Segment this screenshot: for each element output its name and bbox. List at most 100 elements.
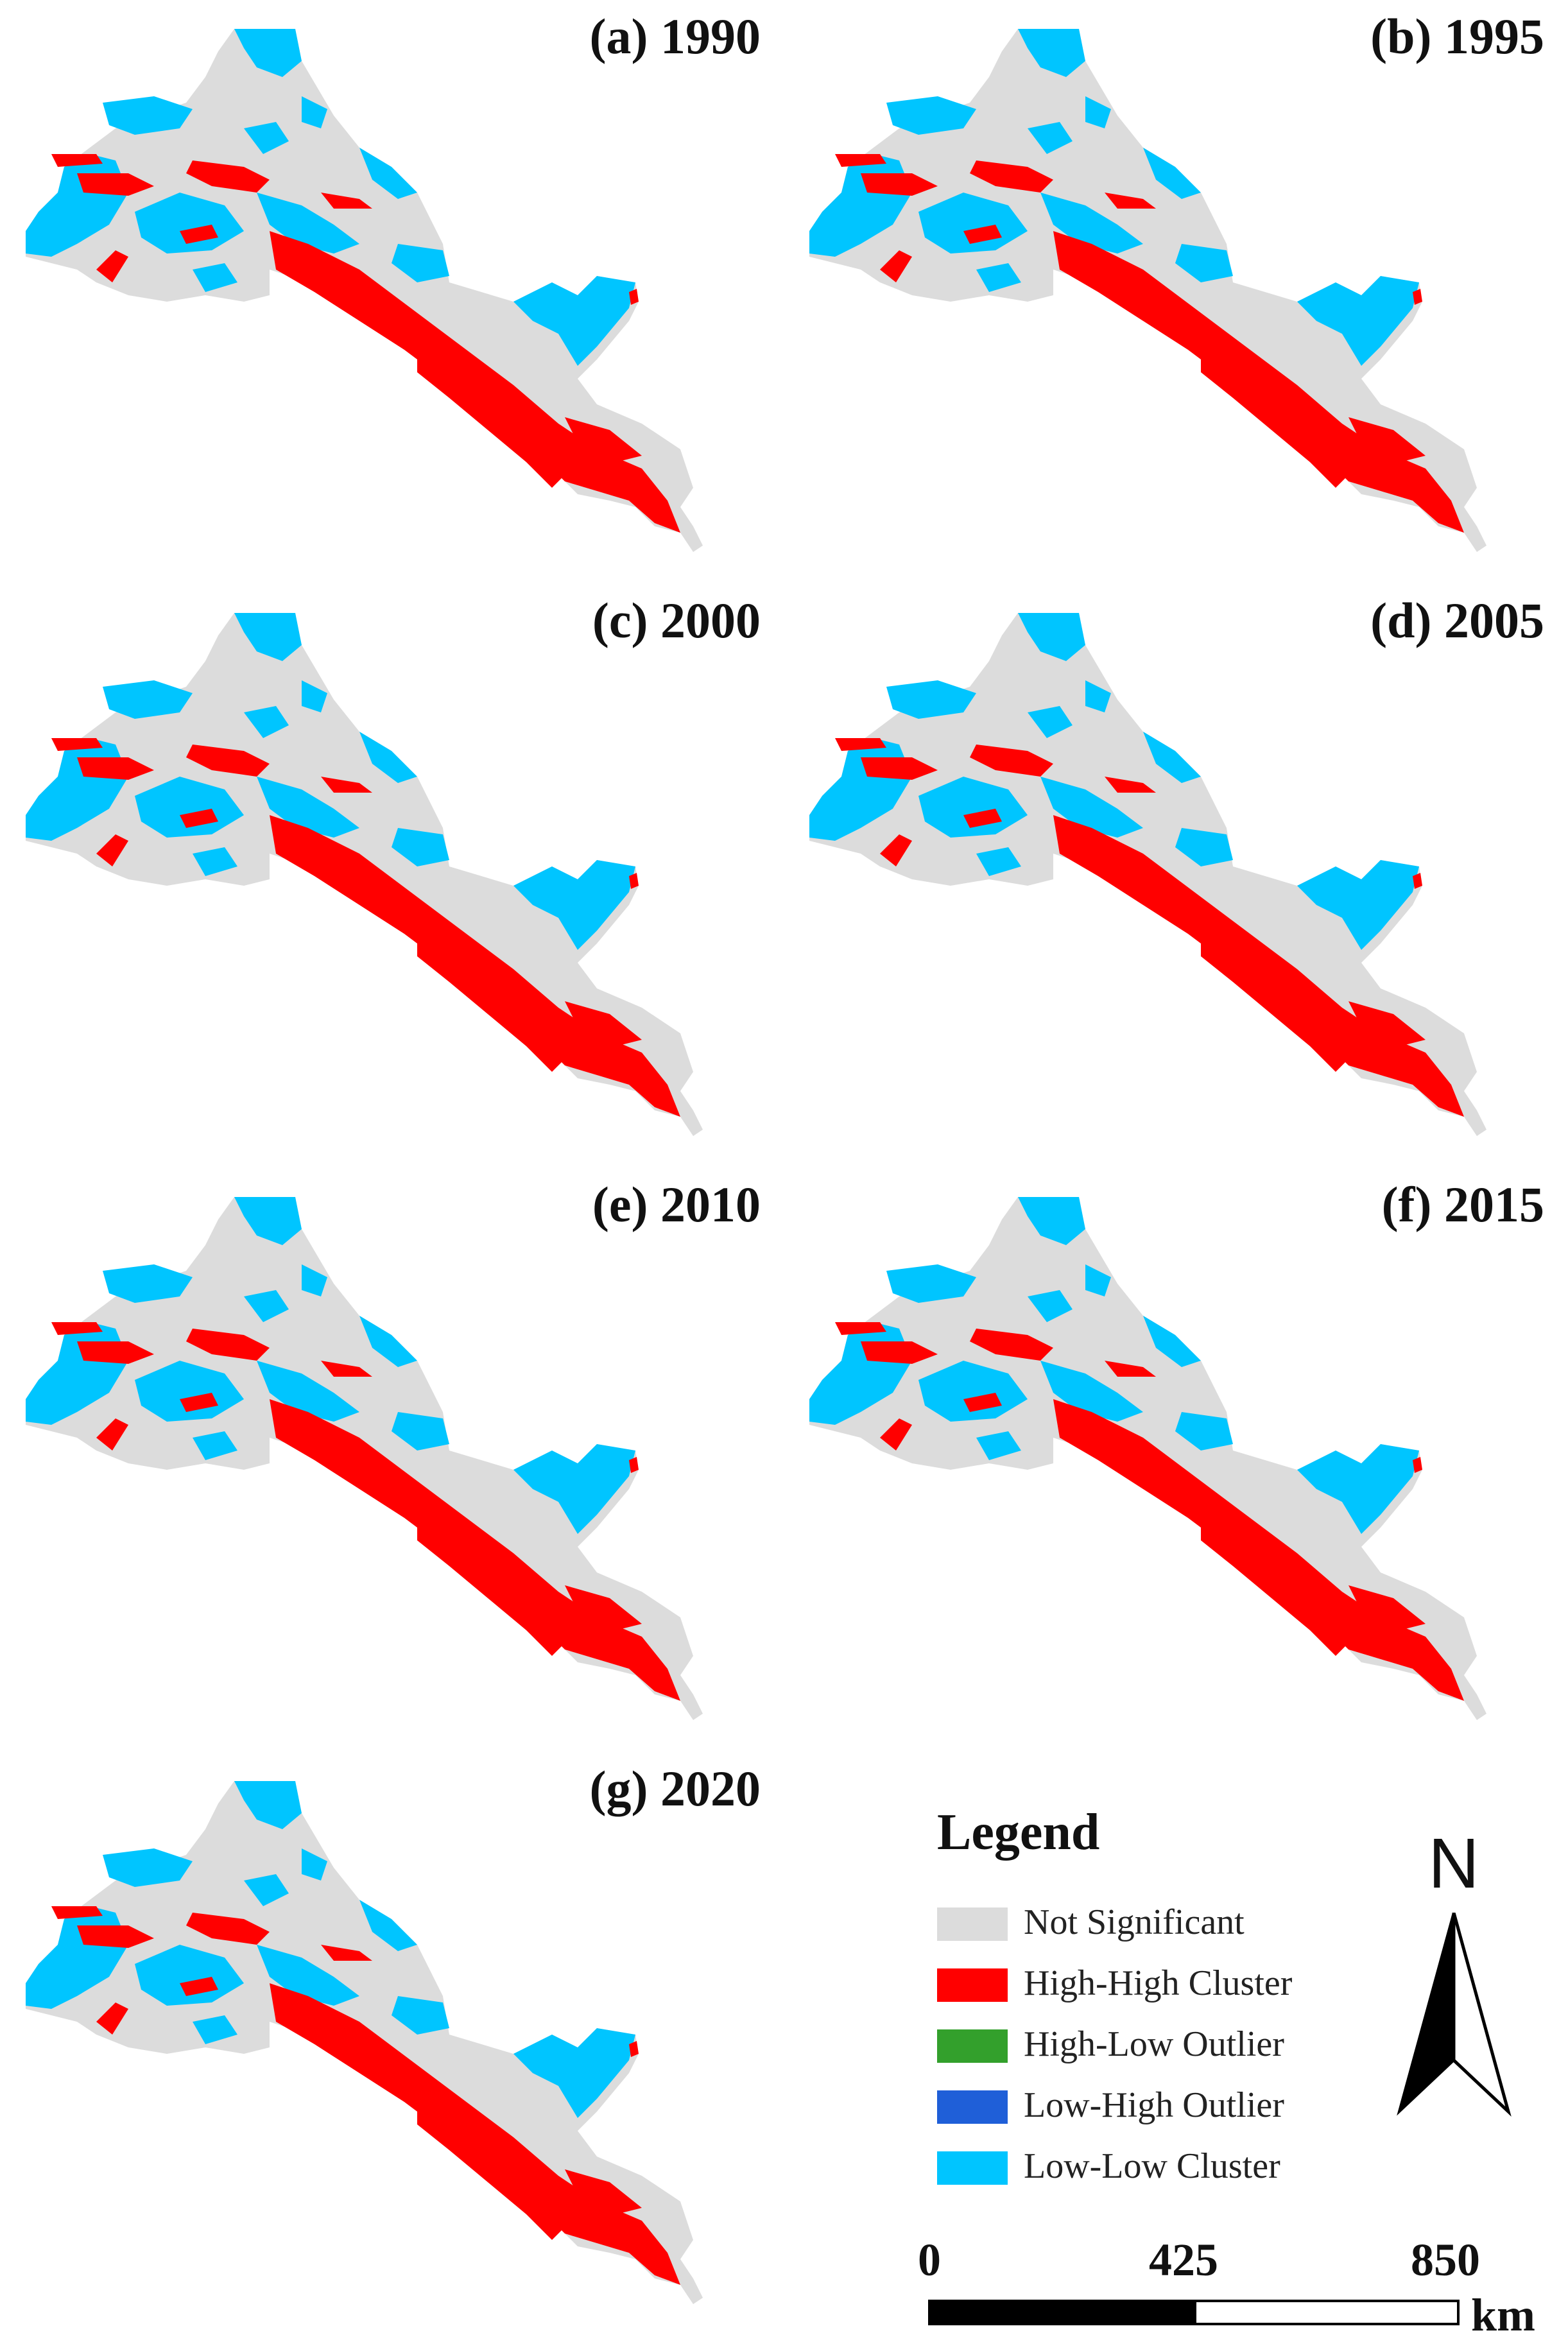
region-low-low: [193, 1431, 237, 1460]
region-high-high: [417, 1515, 565, 1656]
map-panel-1995: (b) 1995: [784, 0, 1567, 578]
region-low-low: [103, 1848, 193, 1887]
region-high-high: [970, 1329, 1053, 1361]
region-high-high: [963, 809, 1002, 828]
region-high-high: [96, 2002, 128, 2035]
region-high-high: [835, 738, 886, 751]
region-high-high: [77, 757, 154, 780]
region-high-high: [186, 745, 270, 777]
region-low-low: [257, 1361, 359, 1422]
region-high-high: [1348, 417, 1426, 462]
region-low-low: [886, 680, 976, 719]
region-low-low: [257, 193, 359, 254]
cluster-map: [809, 613, 1486, 1136]
region-low-low: [392, 1412, 449, 1451]
region-high-high: [270, 231, 680, 533]
region-high-high: [629, 1457, 639, 1473]
region-high-high: [835, 154, 886, 167]
region-high-high: [629, 289, 639, 305]
region-low-low: [1028, 122, 1073, 154]
region-high-high: [1053, 231, 1464, 533]
region-high-high: [321, 777, 372, 793]
region-low-low: [1175, 1412, 1233, 1451]
cluster-map: [809, 1197, 1486, 1720]
map-panel-2020: (g) 2020: [0, 1752, 784, 2330]
region-low-low: [513, 2028, 635, 2118]
scale-bar: 0 425 850 km: [911, 2234, 1553, 2341]
region-low-low: [1085, 96, 1111, 128]
region-high-high: [417, 2099, 565, 2240]
region-low-low: [1040, 777, 1143, 838]
region-low-low: [257, 1945, 359, 2006]
legend-swatch: [937, 2090, 1008, 2124]
cluster-map: [26, 1197, 703, 1720]
region-high-high: [417, 347, 565, 488]
region-high-high: [180, 225, 218, 244]
region-high-high: [1201, 1515, 1348, 1656]
region-high-high: [1053, 1399, 1464, 1701]
region-high-high: [96, 250, 128, 282]
region-low-low: [1143, 1316, 1201, 1367]
region-low-low: [244, 706, 289, 738]
cluster-map: [26, 1781, 703, 2304]
region-low-low: [135, 1361, 244, 1422]
region-low-low: [302, 1264, 327, 1296]
region-low-low: [1040, 1361, 1143, 1422]
region-high-high: [861, 757, 938, 780]
region-low-low: [1028, 706, 1073, 738]
region-low-low: [234, 29, 302, 77]
panel-title: (f) 2015: [1381, 1176, 1544, 1232]
region-high-high: [970, 745, 1053, 777]
scale-bar-white-segment: [1194, 2300, 1460, 2325]
region-low-low: [1028, 1290, 1073, 1322]
region-low-low: [513, 860, 635, 950]
map-panel-2010: (e) 2010: [0, 1168, 784, 1746]
region-high-high: [1348, 1585, 1426, 1630]
region-high-high: [186, 1913, 270, 1945]
scale-tick-425: 425: [1149, 2234, 1218, 2286]
region-high-high: [963, 1393, 1002, 1412]
region-high-high: [186, 1329, 270, 1361]
region-low-low: [1085, 680, 1111, 712]
region-low-low: [244, 1874, 289, 1906]
region-high-high: [51, 1906, 103, 1919]
region-high-high: [51, 738, 103, 751]
map-panel-2015: (f) 2015: [784, 1168, 1567, 1746]
legend-label: High-Low Outlier: [1024, 2024, 1284, 2064]
region-low-low: [135, 1945, 244, 2006]
panel-title: (e) 2010: [592, 1176, 761, 1232]
region-high-high: [1105, 1361, 1156, 1377]
legend-swatch: [937, 2151, 1008, 2185]
region-low-low: [1085, 1264, 1111, 1296]
region-low-low: [1143, 148, 1201, 199]
region-high-high: [1053, 815, 1464, 1117]
region-low-low: [976, 1431, 1021, 1460]
region-high-high: [861, 1341, 938, 1364]
region-low-low: [513, 276, 635, 366]
region-high-high: [51, 1322, 103, 1335]
region-low-low: [359, 1900, 417, 1951]
region-high-high: [565, 1001, 642, 1046]
legend-swatch: [937, 1968, 1008, 2002]
region-high-high: [270, 815, 680, 1117]
region-low-low: [1018, 613, 1085, 661]
region-low-low: [918, 1361, 1028, 1422]
north-arrow-icon: [1397, 1913, 1512, 2117]
region-high-high: [880, 1418, 912, 1451]
region-low-low: [513, 1444, 635, 1534]
panel-title: (c) 2000: [592, 592, 761, 648]
region-low-low: [359, 148, 417, 199]
region-high-high: [180, 1977, 218, 1996]
region-high-high: [51, 154, 103, 167]
legend-title: Legend: [937, 1804, 1100, 1861]
region-low-low: [392, 828, 449, 866]
region-low-low: [135, 777, 244, 838]
legend-swatch: [937, 2029, 1008, 2063]
region-high-high: [1201, 347, 1348, 488]
region-low-low: [359, 1316, 417, 1367]
region-low-low: [302, 96, 327, 128]
cluster-map: [26, 613, 703, 1136]
legend-label: Not Significant: [1024, 1902, 1245, 1942]
region-low-low: [392, 244, 449, 282]
region-low-low: [193, 263, 237, 292]
